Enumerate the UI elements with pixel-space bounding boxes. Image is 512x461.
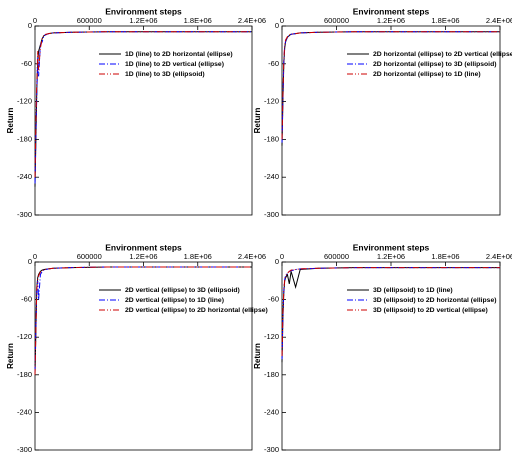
- y-axis-title: Return: [253, 343, 262, 369]
- y-tick-label: -240: [264, 172, 279, 181]
- legend: 2D vertical (ellipse) to 3D (ellipsoid) 2…: [95, 284, 268, 318]
- y-tick-label: -180: [264, 370, 279, 379]
- subplot: Environment steps Return 0 600000 1.2E+06 1.8…: [6, 6, 266, 219]
- x-tick-label: 0: [33, 252, 37, 261]
- series-line: [34, 266, 252, 375]
- legend-label: 1D (line) to 3D (ellipsoid): [125, 71, 205, 78]
- series-line: [281, 31, 500, 140]
- y-tick-label: 0: [275, 21, 279, 30]
- x-tick-label: 0: [33, 16, 37, 25]
- y-tick-label: -60: [21, 295, 32, 304]
- y-tick-label: -240: [17, 407, 32, 416]
- y-tick-label: -300: [17, 445, 32, 454]
- y-tick-label: -120: [17, 332, 32, 341]
- x-tick-label: 1.8E+06: [431, 16, 459, 25]
- y-tick-label: -240: [264, 407, 279, 416]
- y-tick-label: -180: [17, 134, 32, 143]
- x-tick-label: 2.4E+06: [486, 16, 512, 25]
- x-tick-label: 1.8E+06: [431, 252, 459, 261]
- y-tick-label: -60: [268, 59, 279, 68]
- x-tick-label: 1.8E+06: [184, 252, 212, 261]
- y-tick-label: -300: [17, 210, 32, 219]
- x-tick-label: 600000: [324, 16, 349, 25]
- x-axis-title: Environment steps: [353, 6, 430, 16]
- series-line: [281, 267, 500, 357]
- y-tick-label: -180: [17, 370, 32, 379]
- legend: 2D horizontal (ellipse) to 2D vertical (…: [343, 48, 512, 82]
- x-tick-label: 2.4E+06: [486, 252, 512, 261]
- x-tick-label: 2.4E+06: [238, 16, 266, 25]
- x-tick-label: 0: [280, 252, 284, 261]
- x-tick-label: 1.2E+06: [377, 16, 405, 25]
- y-tick-label: -60: [21, 59, 32, 68]
- y-tick-label: -120: [17, 97, 32, 106]
- y-axis-title: Return: [6, 108, 15, 134]
- y-tick-label: -120: [264, 332, 279, 341]
- y-tick-label: 0: [275, 257, 279, 266]
- y-axis-title: Return: [6, 343, 15, 369]
- x-tick-label: 0: [280, 16, 284, 25]
- series-line: [34, 266, 252, 372]
- y-tick-label: -240: [17, 172, 32, 181]
- subplot: Environment steps Return 0 600000 1.2E+06 1.8…: [253, 242, 512, 454]
- y-tick-label: -120: [264, 97, 279, 106]
- x-axis-title: Environment steps: [353, 242, 430, 252]
- x-tick-label: 1.2E+06: [129, 252, 157, 261]
- x-axis-title: Environment steps: [105, 6, 182, 16]
- legend-label: 2D horizontal (ellipse) to 2D vertical (…: [373, 51, 512, 58]
- x-tick-label: 1.2E+06: [377, 252, 405, 261]
- x-tick-label: 600000: [77, 252, 102, 261]
- x-tick-label: 2.4E+06: [238, 252, 266, 261]
- legend: 1D (line) to 2D horizontal (ellipse) 1D (…: [95, 48, 250, 82]
- legend-label: 2D horizontal (ellipse) to 3D (ellipsoid…: [373, 61, 497, 68]
- series-line: [34, 266, 252, 375]
- x-tick-label: 1.8E+06: [184, 16, 212, 25]
- x-tick-label: 1.2E+06: [129, 16, 157, 25]
- x-axis-title: Environment steps: [105, 242, 182, 252]
- x-tick-label: 600000: [324, 252, 349, 261]
- series-line: [34, 31, 252, 178]
- y-axis-title: Return: [253, 108, 262, 134]
- legend-label: 3D (ellipsoid) to 1D (line): [373, 287, 453, 294]
- x-tick-label: 600000: [77, 16, 102, 25]
- legend-label: 1D (line) to 2D vertical (ellipse): [125, 61, 224, 68]
- y-tick-label: -60: [268, 295, 279, 304]
- y-tick-label: -180: [264, 134, 279, 143]
- subplot: Environment steps Return 0 600000 1.2E+06 1.8…: [6, 242, 268, 454]
- y-tick-label: -300: [264, 210, 279, 219]
- legend: 3D (ellipsoid) to 1D (line) 3D (ellipsoid…: [343, 284, 498, 318]
- y-tick-label: 0: [28, 21, 32, 30]
- legend-label: 2D vertical (ellipse) to 2D horizontal (…: [125, 307, 268, 314]
- subplot: Environment steps Return 0 600000 1.2E+06 1.8…: [253, 6, 512, 219]
- legend-label: 3D (ellipsoid) to 2D vertical (ellipse): [373, 307, 488, 314]
- legend-label: 2D horizontal (ellipse) to 1D (line): [373, 71, 481, 78]
- legend-label: 2D vertical (ellipse) to 3D (ellipsoid): [125, 287, 240, 294]
- legend-label: 3D (ellipsoid) to 2D horizontal (ellipse…: [373, 297, 497, 304]
- legend-label: 1D (line) to 2D horizontal (ellipse): [125, 51, 233, 58]
- y-tick-label: -300: [264, 445, 279, 454]
- legend-label: 2D vertical (ellipse) to 1D (line): [125, 297, 224, 304]
- y-tick-label: 0: [28, 257, 32, 266]
